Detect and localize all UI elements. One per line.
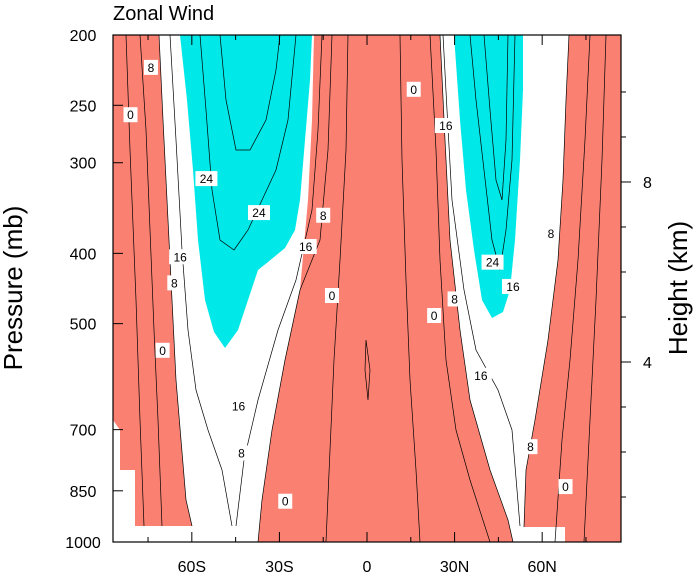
x-tick-label: 60S (178, 559, 206, 576)
fill-jet-right (454, 35, 523, 318)
contour-line (257, 34, 333, 543)
contour-label: 16 (474, 369, 488, 383)
x-tick-label: 30N (440, 559, 469, 576)
contour-label-bg (543, 225, 558, 241)
right-tick-label: 4 (643, 355, 652, 372)
contour-label-bg (447, 291, 462, 307)
right-axis-title: Height (km) (663, 221, 693, 355)
contour-label-bg (123, 107, 138, 123)
contour-label: 8 (527, 440, 534, 454)
contour-label: 0 (127, 108, 134, 122)
contour-label-bg (227, 398, 250, 414)
contour-label: 0 (562, 480, 569, 494)
contour-label-bg (406, 81, 421, 97)
contour-label-bg (278, 493, 293, 509)
contour-line (199, 34, 297, 251)
y-tick-label: 250 (70, 98, 97, 115)
contour-label-bg (558, 479, 573, 495)
y-tick-label: 850 (70, 484, 97, 501)
contour-label-bg (234, 445, 249, 461)
contour-label-bg (247, 205, 270, 221)
contour-line (158, 34, 193, 527)
contour-label: 0 (282, 495, 289, 509)
contour-label-bg (195, 171, 218, 187)
contour-label-bg (501, 278, 524, 294)
contour-line (483, 34, 509, 201)
contour-line (429, 34, 491, 543)
contour-label-bg (481, 254, 504, 270)
y-tick-label: 500 (70, 317, 97, 334)
contour-label-bg (143, 59, 158, 75)
y-tick-label: 400 (70, 246, 97, 263)
y-tick-label: 1000 (65, 535, 101, 552)
contour-label: 16 (173, 250, 187, 264)
fill-negative-center (258, 35, 513, 542)
right-tick-label: 8 (643, 175, 652, 192)
contour-label-bg (469, 367, 492, 383)
contour-label-bg (167, 275, 182, 291)
contour-line (364, 339, 371, 401)
contour-label: 8 (548, 227, 555, 241)
contour-line (219, 34, 281, 151)
contour-label-bg (155, 342, 170, 358)
y-tick-label: 200 (70, 28, 97, 45)
contour-line (523, 34, 570, 528)
contour-line (439, 34, 514, 543)
contour-label-bg (523, 439, 538, 455)
contour-line (325, 34, 349, 543)
contour-line (583, 34, 607, 543)
tick-labels: 60S 30S 0 30N 60N 200 250 300 400 500 700 850 1000 8 4 (65, 28, 652, 576)
chart-title: Zonal Wind (113, 3, 214, 25)
fill-negative-left (113, 35, 192, 526)
x-tick-label: 60N (527, 559, 556, 576)
contour-label: 24 (200, 172, 214, 186)
contour-label: 24 (486, 256, 500, 270)
y-axis-title: Pressure (mb) (0, 206, 28, 371)
contour-label: 16 (506, 280, 520, 294)
contour-label: 16 (439, 119, 453, 133)
contour-line (139, 34, 163, 527)
contour-label: 16 (232, 399, 246, 413)
contour-line (399, 34, 421, 543)
y-tick-label: 700 (70, 423, 97, 440)
y-tick-label: 300 (70, 156, 97, 173)
contour-fills (113, 35, 621, 542)
axis-ticks (113, 34, 631, 543)
contour-label-bg (316, 207, 331, 223)
contour-label: 24 (252, 206, 266, 220)
contour-label-bg (434, 118, 457, 134)
contour-label: 8 (238, 446, 245, 460)
contour-label: 0 (329, 289, 336, 303)
contour-label-bg (169, 249, 192, 265)
contour-label: 8 (451, 292, 458, 306)
contour-lines (125, 34, 607, 543)
x-tick-label: 0 (363, 559, 372, 576)
fill-negative-right (524, 35, 621, 542)
contour-label: 8 (148, 61, 155, 75)
contour-label: 16 (299, 240, 313, 254)
contour-label-bg (427, 307, 442, 323)
contour-line (169, 34, 233, 527)
x-tick-label: 30S (265, 559, 293, 576)
contour-line (554, 34, 591, 543)
fill-jet-left (180, 35, 312, 348)
contour-label: 8 (171, 276, 178, 290)
contour-label-bg (324, 288, 339, 304)
contour-label-bg (294, 238, 317, 254)
contour-label: 0 (410, 83, 417, 97)
contour-label: 8 (320, 209, 327, 223)
contour-label: 0 (431, 309, 438, 323)
contour-label: 0 (159, 344, 166, 358)
